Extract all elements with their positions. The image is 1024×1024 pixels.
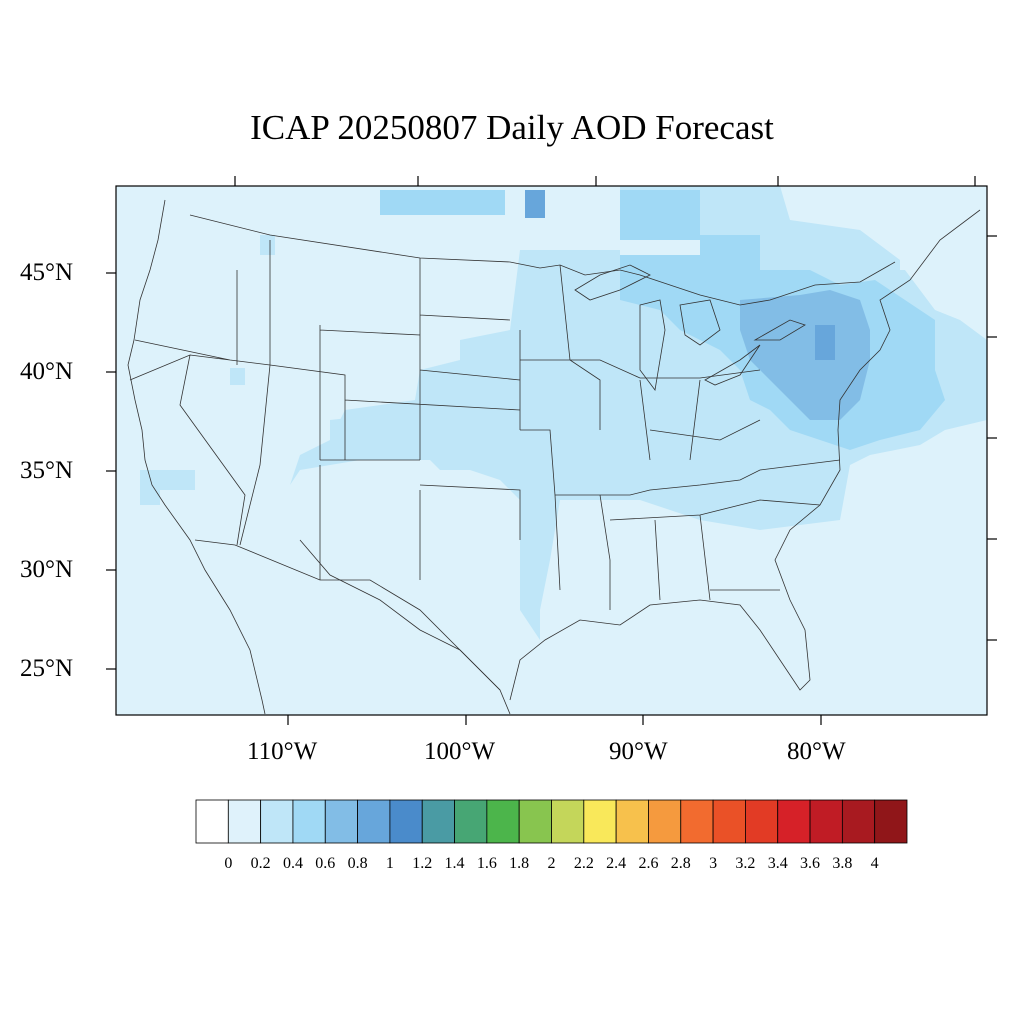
colorbar-tick-label: 3.8 xyxy=(832,855,853,872)
colorbar xyxy=(195,799,908,844)
map-frame xyxy=(115,185,988,716)
colorbar-swatch xyxy=(195,799,229,844)
colorbar-swatch xyxy=(648,799,682,844)
aod-region-canada-plume xyxy=(360,186,900,300)
aod-shading xyxy=(140,186,987,640)
colorbar-tick-label: 1.6 xyxy=(476,855,497,872)
aod-region-central-plains xyxy=(330,410,520,470)
boundary-lines xyxy=(127,199,981,715)
lon-label-100w: 100°W xyxy=(424,738,496,765)
colorbar-tick-label: 2.2 xyxy=(573,855,594,872)
colorbar-swatch xyxy=(583,799,617,844)
lat-label-45: 45°N xyxy=(20,259,74,286)
colorbar-tick-label: 0 xyxy=(224,855,233,872)
colorbar-tick-label: 4 xyxy=(870,855,879,872)
colorbar-tick-label: 2 xyxy=(547,855,556,872)
axis-ticks xyxy=(106,176,997,725)
great-lakes xyxy=(574,264,806,391)
us-mexico-border xyxy=(194,539,501,691)
lon-label-80w: 80°W xyxy=(787,738,846,765)
colorbar-swatch xyxy=(841,799,876,844)
colorbar-tick-label: 1.8 xyxy=(509,855,530,872)
lat-label-40: 40°N xyxy=(20,358,74,385)
colorbar-tick-label: 3.4 xyxy=(767,855,788,872)
lat-label-25: 25°N xyxy=(20,655,74,682)
aod-region-northeast xyxy=(740,290,870,420)
lat-label-35: 35°N xyxy=(20,457,74,484)
colorbar-tick-label: 0.4 xyxy=(282,855,303,872)
colorbar-swatch xyxy=(486,799,520,844)
colorbar-swatch xyxy=(324,799,358,844)
colorbar-swatch xyxy=(292,799,326,844)
colorbar-swatch xyxy=(389,799,423,844)
colorbar-tick-label: 1.2 xyxy=(412,855,433,872)
colorbar-swatch xyxy=(874,799,908,844)
colorbar-swatch xyxy=(551,799,585,844)
colorbar-swatch xyxy=(777,799,811,844)
colorbar-swatch xyxy=(260,799,294,844)
colorbar-tick-label: 0.2 xyxy=(250,855,271,872)
colorbar-tick-label: 1 xyxy=(385,855,394,872)
lat-label-30: 30°N xyxy=(20,556,74,583)
lon-label-90w: 90°W xyxy=(609,738,668,765)
colorbar-tick-label: 3.2 xyxy=(735,855,756,872)
colorbar-tick-label: 2.4 xyxy=(606,855,627,872)
colorbar-tick-label: 3.6 xyxy=(800,855,821,872)
colorbar-tick-label: 1.4 xyxy=(444,855,465,872)
colorbar-swatch xyxy=(357,799,391,844)
colorbar-tick-label: 0.6 xyxy=(315,855,336,872)
colorbar-tick-label: 2.6 xyxy=(638,855,659,872)
colorbar-swatch xyxy=(809,799,843,844)
lon-label-110w: 110°W xyxy=(247,738,318,765)
colorbar-tick-label: 3 xyxy=(709,855,718,872)
colorbar-swatch xyxy=(615,799,649,844)
us-canada-border xyxy=(189,214,896,306)
colorbar-tick-label: 2.8 xyxy=(670,855,691,872)
colorbar-tick-label: 0.8 xyxy=(347,855,368,872)
colorbar-swatch xyxy=(680,799,714,844)
colorbar-swatch xyxy=(454,799,488,844)
pacific-coastline xyxy=(127,199,266,715)
colorbar-swatch xyxy=(518,799,552,844)
colorbar-swatch xyxy=(227,799,262,844)
colorbar-swatch xyxy=(421,799,455,844)
map-title: ICAP 20250807 Daily AOD Forecast xyxy=(250,108,774,147)
colorbar-swatch xyxy=(745,799,779,844)
colorbar-swatch xyxy=(712,799,746,844)
